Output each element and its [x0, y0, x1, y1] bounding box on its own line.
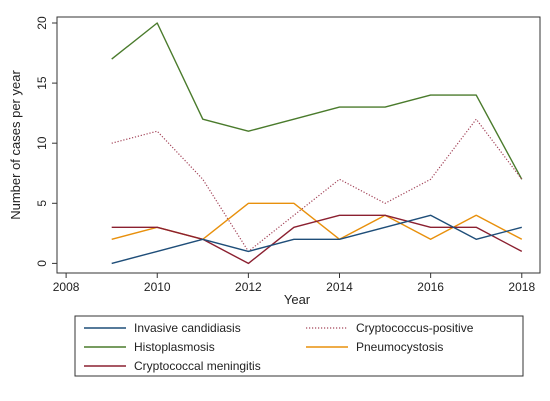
- y-axis-title: Number of cases per year: [8, 70, 23, 220]
- x-tick-label: 2014: [326, 280, 353, 294]
- y-axis: 0 5 10 15 20: [35, 16, 57, 267]
- y-tick-label: 20: [35, 16, 49, 30]
- legend-label: Pneumocystosis: [356, 340, 443, 354]
- y-tick-label: 0: [35, 260, 49, 267]
- legend-label: Histoplasmosis: [134, 340, 215, 354]
- series-line-cryptococcus-positive: [111, 118, 523, 252]
- x-tick-label: 2018: [508, 280, 535, 294]
- legend-label: Cryptococcus-positive: [356, 321, 474, 335]
- legend-label: Cryptococcal meningitis: [134, 359, 261, 373]
- x-tick-label: 2010: [144, 280, 171, 294]
- y-tick-label: 5: [35, 200, 49, 207]
- series-line-histoplasmosis: [111, 22, 523, 180]
- y-tick-label: 10: [35, 136, 49, 150]
- series-lines: [111, 22, 523, 265]
- x-tick-label: 2016: [417, 280, 444, 294]
- series-line-invasive-candidiasis: [111, 214, 522, 265]
- x-axis-title: Year: [284, 292, 311, 307]
- x-axis: 2008 2010 2012 2014 2016 2018: [53, 273, 535, 294]
- x-tick-label: 2012: [235, 280, 262, 294]
- x-tick-label: 2008: [53, 280, 80, 294]
- legend: Invasive candidiasis Cryptococcus-positiv…: [84, 321, 474, 373]
- legend-box: [74, 315, 524, 377]
- legend-label: Invasive candidiasis: [134, 321, 241, 335]
- y-tick-label: 15: [35, 76, 49, 90]
